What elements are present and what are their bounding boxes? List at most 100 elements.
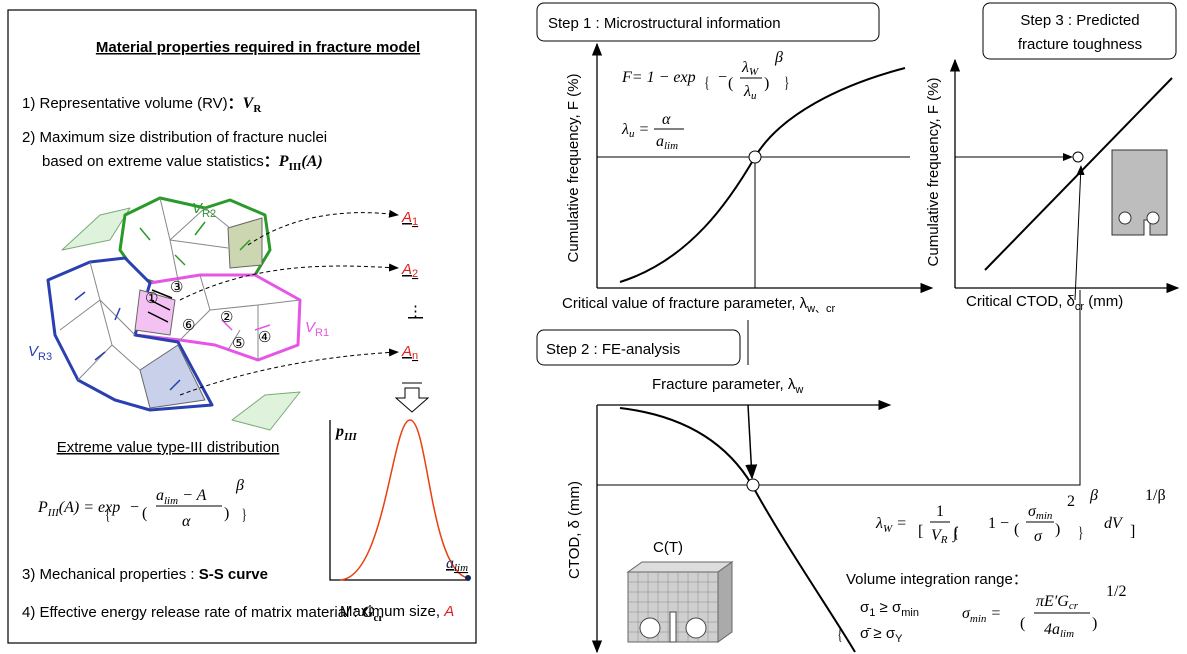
text-part: III xyxy=(343,431,358,443)
text-part: A xyxy=(443,603,454,620)
text-part: { xyxy=(105,506,110,523)
text-part: w、cr xyxy=(806,303,835,315)
text-part: A xyxy=(401,261,412,278)
text-part: cr xyxy=(373,612,383,624)
text-part: ) xyxy=(764,75,769,92)
text-part: 1/2 xyxy=(1106,583,1126,600)
text-part: 4) Effective energy release rate of matr… xyxy=(22,604,362,621)
text-part: β xyxy=(774,49,783,66)
step-title: Step 3 : Predicted xyxy=(1020,12,1139,29)
text-part: ) xyxy=(1092,615,1097,632)
text-part: 4a xyxy=(1044,621,1060,638)
fragment xyxy=(232,392,300,430)
text-part: G xyxy=(362,604,374,621)
text-part: R1 xyxy=(315,327,329,339)
equation-lambda-w: λW= [ 1 VR ∫ { 1 − ( σmin σ ) 2 } β dV ]… xyxy=(875,487,1166,546)
equation-range: { σ1 ≥ σmin σ̄ ≥ σY xyxy=(837,599,919,645)
text-part: ( xyxy=(1020,615,1025,632)
step-title: Step 1 : Microstructural information xyxy=(548,15,781,32)
text-part: a xyxy=(656,133,664,150)
text-part: P xyxy=(37,499,48,516)
text-part: = xyxy=(896,515,907,532)
text-part: ： xyxy=(228,95,243,112)
left-title: Material properties required in fracture… xyxy=(96,39,420,56)
text-part: − A xyxy=(178,487,207,504)
x-axis-label: Critical value of fracture parameter, λw… xyxy=(562,295,836,315)
text-part: λ xyxy=(743,83,751,100)
text-part: β xyxy=(1089,487,1098,504)
text-part: 1) Representative volume (RV) xyxy=(22,95,228,112)
text-part: β xyxy=(235,477,244,494)
text-part: ≥ σ xyxy=(875,599,902,616)
item: 3) Mechanical properties : S-S curve xyxy=(22,566,268,583)
text-part: u xyxy=(751,90,757,102)
nucleus-size-label: A2 xyxy=(401,261,418,280)
text-part: based on extreme value statistics xyxy=(42,153,264,170)
text-part: Fracture parameter, λ xyxy=(652,376,796,393)
text-part: = xyxy=(638,121,649,138)
text-part: P xyxy=(278,153,289,170)
text-part: min xyxy=(901,607,919,619)
distribution-equation: PIII(A) = exp { − ( alim − A α ) β } xyxy=(37,477,247,530)
text-part: A xyxy=(401,209,412,226)
range-title: Volume integration range： xyxy=(846,571,1028,588)
text-part: } xyxy=(242,506,247,523)
text-part: cr xyxy=(1069,600,1079,612)
text-part: α xyxy=(662,111,671,128)
text-part: 3) Mechanical properties : xyxy=(22,566,199,583)
text-part: ] xyxy=(1130,523,1135,540)
text-part: R2 xyxy=(202,208,216,220)
text-part: lim xyxy=(1060,628,1074,640)
svg-text:λW: λW xyxy=(741,59,759,78)
text-part: a xyxy=(156,487,164,504)
text-part: − xyxy=(718,69,727,86)
cdf-curve xyxy=(620,68,905,282)
svg-text:F= 1 − exp: F= 1 − exp xyxy=(621,69,696,86)
text-part: R xyxy=(253,103,262,115)
text-part: III xyxy=(289,161,302,173)
item: 4) Effective energy release rate of matr… xyxy=(22,604,383,624)
text-part: W xyxy=(883,523,893,535)
text-part: { xyxy=(837,626,842,643)
text-part: min xyxy=(1036,510,1053,522)
page: {"left_panel":{"title":"Material propert… xyxy=(0,0,1187,654)
text-part: { xyxy=(953,524,958,541)
text-part: R xyxy=(940,534,948,546)
diagram: Material properties required in fracture… xyxy=(0,0,1187,654)
text-part: α xyxy=(182,513,191,530)
distribution-plot: pIII alim Maximum size, A xyxy=(330,420,471,620)
down-arrow xyxy=(396,383,428,412)
ct-mesh xyxy=(628,562,732,642)
text-part: 1 − xyxy=(988,515,1009,532)
nucleus-label: ⑤ xyxy=(232,335,245,352)
svg-text:λW=: λW= xyxy=(875,515,907,535)
x-axis-label: Critical CTOD, δcr (mm) xyxy=(966,293,1123,313)
alim-label: alim xyxy=(446,555,468,574)
nucleus-size-label: A1 xyxy=(401,209,418,228)
text-part: [ xyxy=(918,523,923,540)
text-part: ( xyxy=(728,75,733,92)
svg-text:alim: alim xyxy=(656,133,678,152)
svg-text:σmin=: σmin= xyxy=(962,605,1001,625)
nucleus-size-label: ⋮ xyxy=(408,303,423,320)
svg-text:λu=: λu= xyxy=(621,121,649,140)
text-part: p xyxy=(334,423,344,440)
equation-lambda-u: λu= α alim xyxy=(621,111,684,152)
text-part: 1/β xyxy=(1145,487,1166,504)
y-axis-label: Cumulative frequency, F (%) xyxy=(925,78,942,267)
text-part: dV xyxy=(1104,515,1124,532)
text-part: ( xyxy=(142,505,147,522)
nucleus-size-label: An xyxy=(401,343,418,362)
text-part: 2 xyxy=(412,268,418,280)
svg-text:λu: λu xyxy=(743,83,757,102)
text-part: σ̄ ≥ σ xyxy=(860,625,896,642)
text-part: ( xyxy=(1014,521,1019,538)
text-part: Y xyxy=(895,633,903,645)
svg-text:σmin: σmin xyxy=(1028,503,1053,522)
item: based on extreme value statistics：PIII(A… xyxy=(42,153,323,173)
text-part: 1 xyxy=(936,503,944,520)
text-part: = xyxy=(990,605,1001,622)
text-part: Critical value of fracture parameter, λ xyxy=(562,295,808,312)
text-part: σ xyxy=(1034,528,1043,545)
specimen-label: C(T) xyxy=(653,539,683,556)
